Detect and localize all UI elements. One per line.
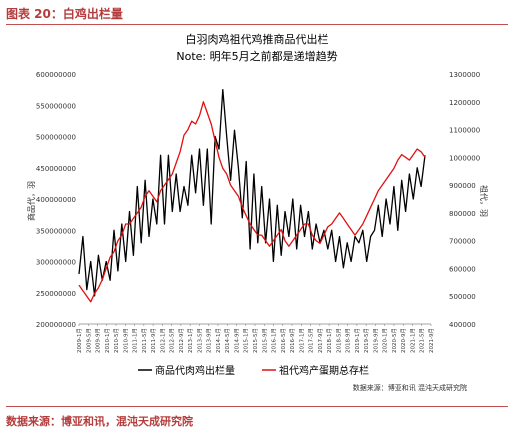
series-line-grandparent bbox=[78, 101, 426, 303]
x-tick-label-33: 2020-1月 bbox=[382, 328, 389, 353]
chart: 白羽肉鸡祖代鸡推商品代出栏 Note: 明年5月之前都是递增趋势 商品代，羽 祖… bbox=[26, 32, 489, 392]
x-tick-label-12: 2013-1月 bbox=[187, 328, 194, 353]
figure-label: 图表 20：白鸡出栏量 bbox=[6, 7, 123, 21]
chart-subtitle: Note: 明年5月之前都是递增趋势 bbox=[176, 49, 337, 63]
y-tick-right-5: 900000 bbox=[449, 182, 476, 190]
x-tick-label-27: 2018-1月 bbox=[326, 328, 333, 353]
x-tick-label-7: 2011-5月 bbox=[141, 328, 148, 353]
y-tick-right-0: 400000 bbox=[449, 321, 476, 329]
y-tick-left-6: 500000000 bbox=[36, 134, 76, 142]
y-tick-right-7: 1100000 bbox=[449, 127, 480, 135]
legend-label-commercial: 商品代肉鸡出栏量 bbox=[155, 364, 235, 377]
x-tick-label-30: 2019-1月 bbox=[354, 328, 361, 353]
x-tick-label-10: 2012-5月 bbox=[169, 328, 176, 353]
y-tick-left-4: 400000000 bbox=[36, 196, 76, 204]
chart-title: 白羽肉鸡祖代鸡推商品代出栏 bbox=[186, 32, 329, 46]
legend-label-grandparent: 祖代鸡产蛋期总存栏 bbox=[279, 364, 369, 377]
y-tick-right-3: 700000 bbox=[449, 238, 476, 246]
legend: 商品代肉鸡出栏量 祖代鸡产蛋期总存栏 bbox=[138, 364, 369, 377]
x-tick-label-20: 2015-9月 bbox=[261, 328, 268, 353]
y-tick-left-7: 550000000 bbox=[36, 102, 76, 110]
y-tick-right-9: 1300000 bbox=[449, 71, 480, 79]
x-tick-label-16: 2014-5月 bbox=[224, 328, 231, 353]
y-tick-right-2: 600000 bbox=[449, 265, 476, 273]
y-tick-right-6: 1000000 bbox=[449, 154, 480, 162]
x-tick-label-21: 2016-1月 bbox=[271, 328, 278, 353]
x-tick-label-37: 2021-5月 bbox=[419, 328, 426, 353]
y-tick-left-8: 600000000 bbox=[36, 71, 76, 79]
x-tick-label-1: 2009-5月 bbox=[85, 328, 92, 353]
x-tick-label-13: 2013-5月 bbox=[196, 328, 203, 353]
x-tick-label-29: 2018-9月 bbox=[345, 328, 352, 353]
x-tick-label-11: 2012-9月 bbox=[178, 328, 185, 353]
x-tick-label-0: 2009-1月 bbox=[76, 328, 83, 353]
x-tick-label-4: 2010-5月 bbox=[113, 328, 120, 353]
x-tick-label-31: 2019-5月 bbox=[363, 328, 370, 353]
y-tick-right-8: 1200000 bbox=[449, 99, 480, 107]
x-tick-label-34: 2020-5月 bbox=[391, 328, 398, 353]
x-tick-label-15: 2014-1月 bbox=[215, 328, 222, 353]
series-line-commercial bbox=[78, 88, 426, 297]
x-tick-label-8: 2011-9月 bbox=[150, 328, 157, 353]
x-tick-label-24: 2017-1月 bbox=[298, 328, 305, 353]
bottom-divider bbox=[6, 406, 508, 407]
x-tick-label-32: 2019-9月 bbox=[372, 328, 379, 353]
chart-source-note: 数据来源：博亚和讯 混沌天成研究院 bbox=[353, 383, 467, 392]
x-tick-label-35: 2020-9月 bbox=[400, 328, 407, 353]
y-axis-right-label: 祖代，羽 bbox=[479, 185, 489, 217]
y-tick-left-5: 450000000 bbox=[36, 165, 76, 173]
y-axis-left-label: 商品代，羽 bbox=[26, 181, 36, 221]
y-tick-left-3: 350000000 bbox=[36, 227, 76, 235]
footer-source: 数据来源：博亚和讯，混沌天成研究院 bbox=[6, 415, 193, 428]
x-tick-label-6: 2011-1月 bbox=[132, 328, 139, 353]
x-tick-label-22: 2016-5月 bbox=[280, 328, 287, 353]
x-tick-label-14: 2013-9月 bbox=[206, 328, 213, 353]
x-tick-label-26: 2017-9月 bbox=[317, 328, 324, 353]
x-tick-label-17: 2014-9月 bbox=[233, 328, 240, 353]
x-tick-label-28: 2018-5月 bbox=[335, 328, 342, 353]
y-tick-left-2: 300000000 bbox=[36, 259, 76, 267]
x-tick-label-19: 2015-5月 bbox=[252, 328, 259, 353]
x-tick-label-23: 2016-9月 bbox=[289, 328, 296, 353]
x-tick-label-2: 2009-9月 bbox=[95, 328, 102, 353]
x-tick-label-18: 2015-1月 bbox=[243, 328, 250, 353]
y-tick-left-0: 200000000 bbox=[36, 321, 76, 329]
x-tick-label-9: 2012-1月 bbox=[159, 328, 166, 353]
x-tick-label-3: 2010-1月 bbox=[104, 328, 111, 353]
y-tick-right-1: 500000 bbox=[449, 293, 476, 301]
top-divider bbox=[6, 24, 508, 25]
x-tick-label-5: 2010-9月 bbox=[122, 328, 129, 353]
x-tick-label-38: 2021-9月 bbox=[428, 328, 435, 353]
x-tick-label-36: 2021-1月 bbox=[409, 328, 416, 353]
x-tick-label-25: 2017-5月 bbox=[308, 328, 315, 353]
y-tick-left-1: 250000000 bbox=[36, 290, 76, 298]
y-tick-right-4: 800000 bbox=[449, 210, 476, 218]
